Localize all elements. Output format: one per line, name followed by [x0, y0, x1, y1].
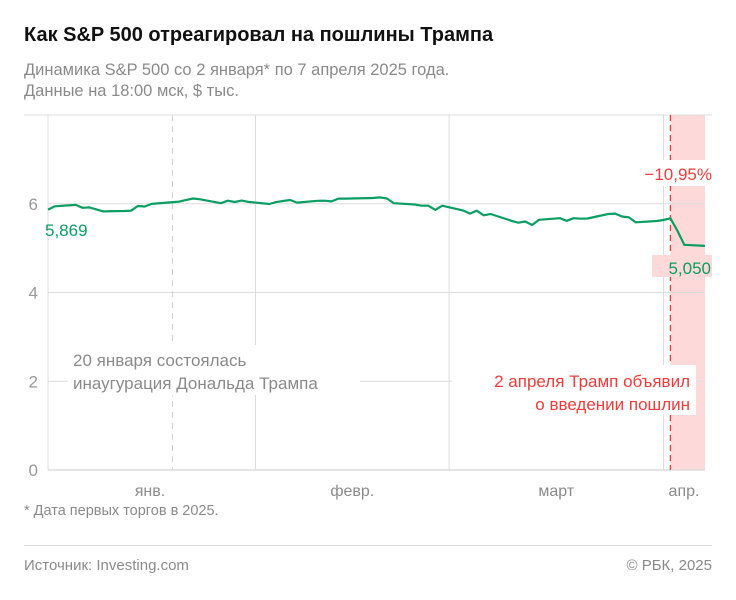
copyright-label: © РБК, 2025: [626, 557, 712, 574]
change-label-bg: [634, 160, 714, 186]
chart-title: Как S&P 500 отреагировал на пошлины Трам…: [24, 24, 494, 46]
x-tick-label: янв.: [135, 483, 165, 500]
sp500-series-line: [47, 196, 706, 247]
x-tick-label: март: [538, 483, 574, 500]
tariff-label-bg: [452, 365, 696, 415]
end-value-label: 5,050: [668, 259, 711, 278]
tariff-annotation-line1: 2 апреля Трамп объявил: [494, 372, 690, 391]
inauguration-annotation-line2: инаугурация Дональда Трампа: [73, 374, 318, 393]
source-label: Источник: Investing.com: [24, 557, 189, 574]
change-percent-label: −10,95%: [644, 165, 712, 184]
footer-divider: [24, 545, 712, 546]
sp500-line-chart: 0 2 4 6 янв. февр. март апр. 20 января состоялас…: [24, 114, 714, 500]
inauguration-label-bg: [68, 345, 360, 395]
y-tick-label: 4: [29, 284, 38, 303]
tariff-annotation-line2: о введении пошлин: [535, 395, 690, 414]
x-tick-label: февр.: [330, 483, 374, 500]
inauguration-annotation-line1: 20 января состоялась: [73, 351, 246, 370]
chart-subtitle-line2: Данные на 18:00 мск, $ тыс.: [24, 82, 239, 100]
x-tick-label: апр.: [669, 483, 700, 500]
footnote: * Дата первых торгов в 2025.: [24, 503, 219, 519]
y-tick-label: 0: [29, 461, 38, 480]
y-tick-label: 2: [29, 372, 38, 391]
end-value-bg: [652, 255, 712, 277]
chart-subtitle-line1: Динамика S&P 500 со 2 января* по 7 апрел…: [24, 61, 450, 79]
y-tick-label: 6: [29, 195, 38, 214]
start-value-label: 5,869: [45, 221, 88, 240]
